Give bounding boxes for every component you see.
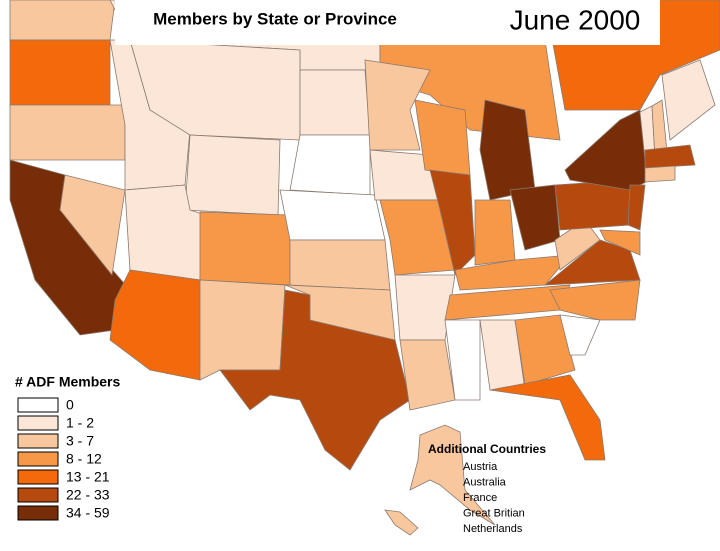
legend-swatch: [17, 487, 59, 503]
country: Great Britian: [463, 507, 525, 519]
legend-swatch: [17, 415, 59, 431]
region: [399, 339, 456, 411]
country: Austria: [463, 461, 498, 473]
map: [9, 0, 720, 536]
legend-swatch: [17, 505, 59, 521]
region: [289, 134, 371, 196]
legend-label: 13 - 21: [66, 469, 110, 485]
date: June 2000: [510, 4, 641, 35]
region: [599, 229, 641, 256]
region: [384, 509, 419, 536]
region: [219, 289, 411, 471]
region: [564, 109, 651, 191]
region: [364, 59, 431, 151]
legend-label: 22 - 33: [66, 487, 110, 503]
region: [444, 319, 481, 401]
region: [514, 314, 576, 386]
country: France: [463, 492, 497, 504]
region: [644, 144, 696, 169]
region: [644, 165, 676, 183]
region: [109, 269, 201, 381]
region: [199, 211, 291, 286]
legend-title: # ADF Members: [15, 374, 121, 390]
region: [429, 169, 476, 276]
legend-swatch: [17, 469, 59, 485]
country: Australia: [463, 476, 507, 488]
region: [184, 134, 281, 216]
region: [279, 189, 386, 241]
region: [9, 104, 126, 161]
title-box: [115, 0, 660, 45]
legend-label: 1 - 2: [66, 415, 94, 431]
region: [627, 184, 646, 231]
legend-label: 0: [66, 397, 74, 413]
legend-swatch: [17, 397, 59, 413]
region: [409, 424, 496, 526]
region: [661, 59, 716, 141]
title: Members by State or Province: [153, 9, 397, 28]
region: [9, 39, 111, 106]
legend-label: 34 - 59: [66, 505, 110, 521]
legend-label: 8 - 12: [66, 451, 102, 467]
legend: 0 1 - 2 3 - 7 8 - 12 13 - 21 22 - 33 34 - 59: [17, 397, 110, 521]
region: [299, 69, 371, 136]
region: [129, 39, 301, 141]
region: [454, 254, 571, 291]
region: [289, 239, 391, 291]
legend-swatch: [17, 433, 59, 449]
legend-label: 3 - 7: [66, 433, 94, 449]
region: [9, 0, 116, 41]
region: [559, 314, 601, 356]
region: [199, 279, 286, 381]
region: [549, 279, 641, 321]
region: [379, 199, 456, 276]
region: [489, 374, 606, 461]
countries-title: Additional Countries: [428, 442, 546, 456]
region: [509, 184, 561, 251]
region: [59, 174, 126, 276]
region: [474, 199, 516, 266]
legend-swatch: [17, 451, 59, 467]
country: Netherlands: [463, 523, 523, 535]
countries: Austria Australia France Great Britian Nethe…: [463, 461, 525, 535]
